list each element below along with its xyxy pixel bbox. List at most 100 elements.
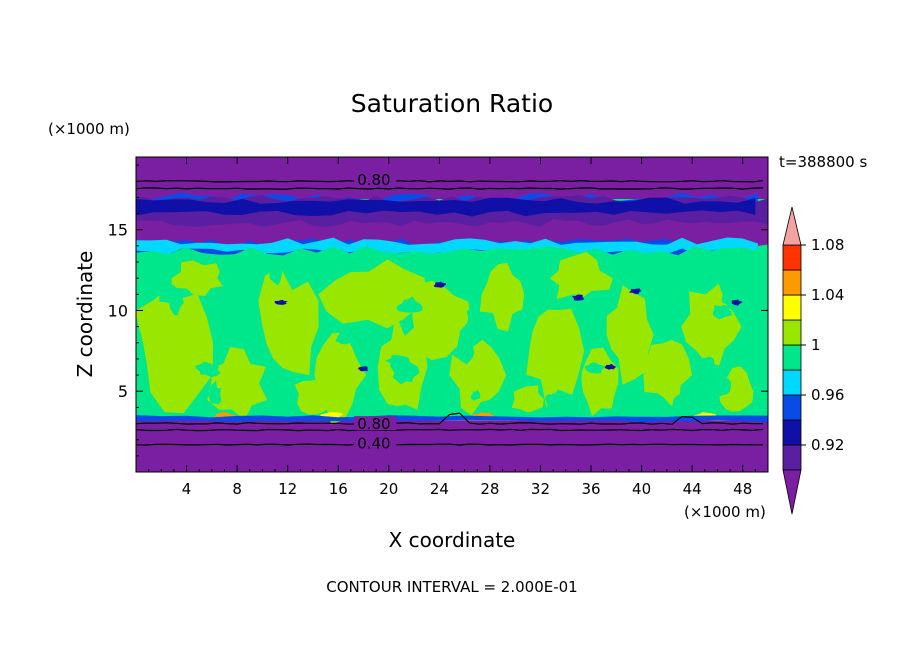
green-hole: [724, 268, 749, 287]
colorbar-swatch: [782, 394, 802, 421]
colorbar-swatch: [782, 244, 802, 271]
lime-patch: [479, 262, 525, 332]
x-tick-label: 28: [480, 480, 499, 498]
y-axis-ticks: 5 10 15: [108, 164, 768, 457]
y-tick-label: 10: [108, 301, 128, 320]
x-tick-label: 32: [531, 480, 550, 498]
x-tick-label: 36: [581, 480, 600, 498]
contour-0.80-lower: [136, 412, 763, 425]
contour-label: 0.80: [357, 415, 390, 433]
green-hole: [466, 305, 479, 330]
contour-0.80-upper: [136, 179, 763, 183]
colorbar: 0.92 0.96 1 1.04 1.08: [782, 206, 844, 515]
contour-label: 0.40: [357, 435, 390, 453]
upper-band-green-edge: [136, 246, 761, 267]
lime-patch: [511, 385, 544, 413]
colorbar-label: 0.96: [811, 386, 844, 404]
x-axis-ticks: 4 8 12 16 20 24 28 32 36 40 44 48: [148, 157, 756, 498]
green-hole: [712, 304, 733, 320]
green-hole: [207, 380, 222, 405]
contour-label-bg: [354, 435, 397, 450]
dry-speck: [731, 299, 743, 306]
lime-patch: [294, 377, 332, 415]
colorbar-swatch: [782, 319, 802, 346]
base-strip: [136, 415, 768, 423]
y-unit-label: (×1000 m): [48, 120, 130, 138]
x-tick-label: 16: [329, 480, 348, 498]
green-hole: [545, 392, 560, 409]
green-hole: [698, 362, 722, 383]
lime-patch: [207, 347, 268, 421]
plot-area: [136, 157, 768, 472]
y-axis-label: Z coordinate: [73, 251, 97, 378]
colorbar-label: 1.04: [811, 286, 844, 304]
lime-patch: [171, 260, 223, 296]
colorbar-swatch: [782, 269, 802, 296]
contour-lines: [136, 179, 763, 446]
contour-fills: [136, 157, 768, 472]
contour-interval-note: CONTOUR INTERVAL = 2.000E-01: [326, 578, 577, 596]
green-hole: [451, 338, 475, 365]
lime-patch: [258, 266, 319, 376]
lime-patch: [643, 339, 693, 406]
dry-speck: [571, 294, 585, 301]
green-hole: [390, 359, 420, 385]
contour-lower-2: [136, 428, 763, 432]
colorbar-above-triangle: [782, 206, 802, 246]
x-tick-label: 12: [278, 480, 297, 498]
green-hole: [269, 263, 282, 286]
dry-speck: [628, 288, 642, 295]
colorbar-swatch: [782, 344, 802, 371]
dry-upper-layer: [136, 157, 768, 199]
x-unit-label: (×1000 m): [684, 503, 766, 521]
upper-band-dry-streak: [136, 219, 768, 247]
green-hole: [235, 326, 249, 338]
chart-title: Saturation Ratio: [351, 89, 553, 118]
contour-labels: 0.80 0.80 0.40: [354, 171, 397, 453]
colorbar-label: 0.92: [811, 436, 844, 454]
x-tick-label: 8: [232, 480, 242, 498]
dry-speck: [357, 366, 368, 372]
x-tick-label: 40: [632, 480, 651, 498]
green-hole: [429, 370, 447, 392]
x-tick-label: 24: [430, 480, 449, 498]
lime-patch: [136, 289, 213, 414]
colorbar-label: 1.08: [811, 236, 844, 254]
contour-upper-2: [136, 187, 763, 190]
x-tick-label: 4: [182, 480, 192, 498]
time-label: t=388800 s: [779, 153, 867, 171]
green-hole: [156, 277, 179, 304]
green-hole: [664, 273, 687, 286]
upper-band-blue: [136, 197, 756, 217]
colorbar-swatch: [782, 294, 802, 321]
lime-patch: [718, 366, 754, 412]
lime-patch: [411, 280, 472, 361]
green-hole: [335, 325, 361, 346]
lime-patch: [526, 308, 585, 407]
x-axis-label: X coordinate: [389, 528, 516, 552]
x-tick-label: 44: [683, 480, 702, 498]
contour-label-bg: [354, 416, 397, 431]
y-tick-label: 5: [118, 382, 128, 401]
green-hole: [734, 342, 750, 365]
colorbar-label: 1: [811, 336, 821, 354]
lime-patch: [681, 283, 742, 368]
y-tick-label: 15: [108, 221, 128, 240]
x-tick-label: 48: [733, 480, 752, 498]
dry-speck: [604, 363, 617, 370]
colorbar-below-triangle: [782, 469, 802, 515]
lime-patch: [549, 251, 613, 300]
green-hole: [396, 296, 423, 313]
green-hole: [470, 389, 481, 401]
green-hole: [195, 361, 221, 378]
dry-speck: [274, 299, 288, 305]
contour-0.40: [136, 443, 763, 446]
contour-label-bg: [354, 172, 397, 187]
green-hole: [584, 362, 605, 374]
colorbar-swatch: [782, 444, 802, 471]
contour-label: 0.80: [357, 171, 390, 189]
dry-speck: [433, 281, 447, 288]
green-hole: [169, 287, 184, 316]
green-hole: [710, 378, 732, 397]
